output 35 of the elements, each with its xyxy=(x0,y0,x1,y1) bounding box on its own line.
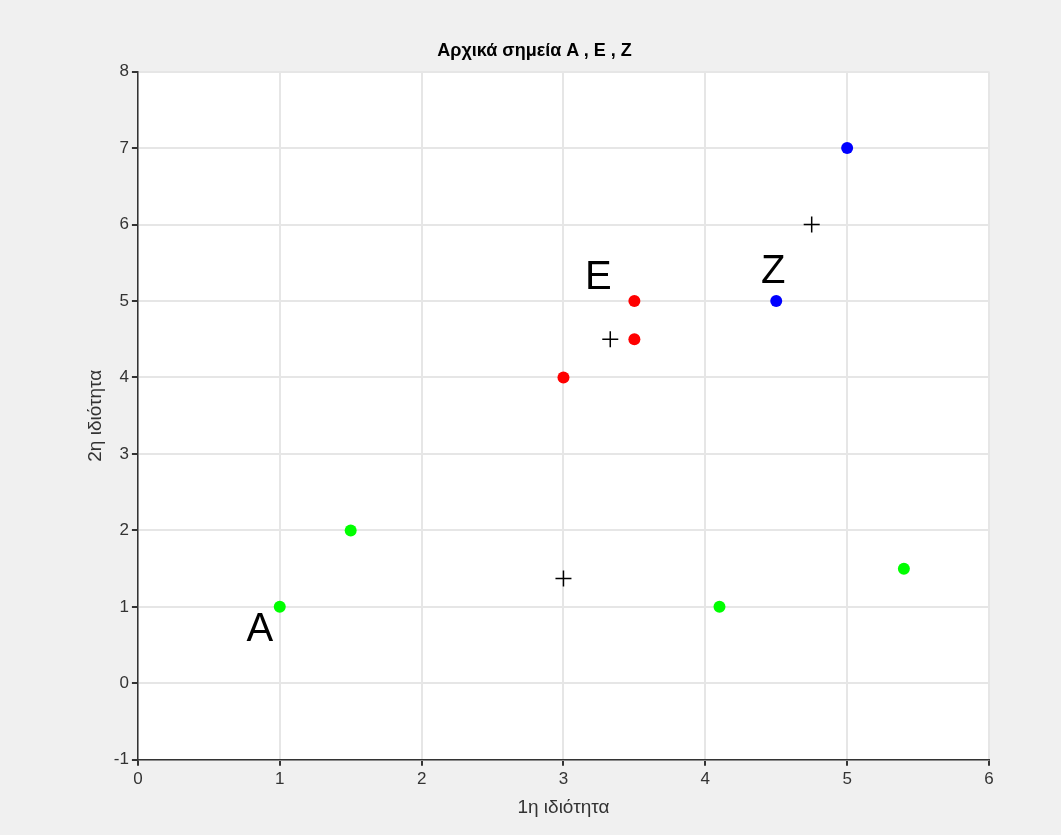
point xyxy=(770,295,783,307)
x-tick-label: 1 xyxy=(275,768,285,788)
y-tick-label: 0 xyxy=(119,673,129,693)
point xyxy=(344,524,357,537)
point xyxy=(713,600,726,613)
point xyxy=(601,330,620,348)
y-tick-label: 4 xyxy=(119,367,129,387)
annotation: Z xyxy=(761,247,786,292)
annotation: E xyxy=(585,253,612,298)
y-tick-label: 5 xyxy=(119,290,129,310)
point xyxy=(628,333,641,346)
point xyxy=(628,295,641,307)
x-tick-label: 0 xyxy=(133,768,143,788)
chart-title: Αρχικά σημεία A , E , Z xyxy=(437,39,632,60)
point xyxy=(841,142,854,155)
y-tick-label: 7 xyxy=(119,137,129,157)
x-tick-label: 3 xyxy=(558,768,569,788)
y-tick-label: 3 xyxy=(119,443,129,463)
y-tick-label: -1 xyxy=(113,749,129,769)
y-axis-title: 2η ιδιότητα xyxy=(83,369,105,462)
y-tick-label: 2 xyxy=(119,520,129,540)
y-tick-label: 8 xyxy=(119,61,129,81)
point xyxy=(802,215,821,234)
x-tick-label: 5 xyxy=(842,768,852,788)
point xyxy=(273,600,286,613)
point xyxy=(557,371,570,384)
point xyxy=(897,562,910,575)
point xyxy=(554,569,573,588)
y-tick-label: 6 xyxy=(119,214,129,234)
annotation: A xyxy=(246,604,274,649)
x-axis-title: 1η ιδιότητα xyxy=(517,795,610,817)
y-tick-label: 1 xyxy=(119,596,129,616)
x-tick-label: 2 xyxy=(416,768,427,788)
x-tick-label: 6 xyxy=(984,768,994,788)
x-tick-label: 4 xyxy=(700,768,711,788)
